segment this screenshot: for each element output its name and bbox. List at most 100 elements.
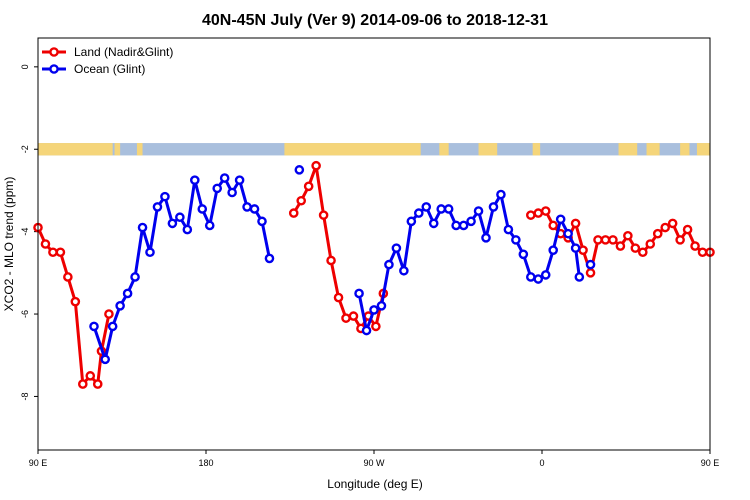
ocean-point	[264, 253, 275, 264]
land-point	[690, 241, 700, 251]
x-tick-label: 90 W	[363, 458, 385, 468]
strip-land-segment	[532, 143, 541, 156]
series-layer	[33, 160, 715, 389]
land-point	[630, 243, 641, 253]
strip-land-segment	[136, 143, 143, 156]
land-point	[667, 218, 678, 229]
ocean-point	[473, 206, 484, 216]
x-tick-label: 180	[198, 458, 213, 468]
axes: 90 E 180 90 W 0 90 E 0 -2 -4 -6 -8	[20, 64, 719, 468]
strip-land-segment	[618, 143, 638, 156]
x-tick-label: 90 E	[29, 458, 48, 468]
ocean-point	[361, 325, 372, 336]
strip-land-segment	[38, 143, 113, 156]
land-point	[585, 268, 596, 278]
ocean-point	[234, 175, 245, 185]
land-point	[570, 218, 581, 229]
ocean-point	[488, 202, 499, 212]
strip-land-segment	[680, 143, 690, 156]
ocean-point	[384, 259, 394, 270]
ocean-point	[122, 288, 133, 299]
ocean-point	[511, 235, 521, 245]
land-point	[63, 272, 73, 282]
legend-ocean-label: Ocean (Glint)	[74, 62, 145, 76]
land-point	[652, 228, 663, 239]
land-point	[526, 210, 536, 220]
ocean-point	[137, 222, 148, 233]
x-tick-label: 90 E	[701, 458, 720, 468]
land-point	[548, 220, 559, 231]
ocean-point	[369, 305, 379, 315]
ocean-point	[481, 233, 491, 243]
land-point	[645, 239, 656, 249]
ocean-point	[242, 202, 252, 212]
ocean-point	[421, 202, 432, 212]
ocean-point	[533, 274, 544, 284]
ocean-point	[555, 214, 566, 225]
ocean-point	[160, 191, 170, 202]
land-point	[348, 311, 359, 321]
ocean-point	[167, 218, 178, 229]
land-point	[623, 230, 633, 241]
land-point	[600, 235, 611, 245]
ocean-point	[466, 216, 476, 227]
ocean-point	[503, 224, 514, 235]
ocean-point	[451, 220, 461, 231]
ocean-point	[227, 187, 237, 198]
land-point	[697, 247, 708, 258]
strip-land-segment	[478, 143, 498, 156]
ocean-point	[548, 245, 559, 255]
ocean-point	[100, 354, 110, 365]
ocean-point	[107, 321, 118, 332]
ocean-point	[152, 202, 163, 212]
land-point	[608, 235, 618, 245]
x-tick-label: 0	[539, 458, 544, 468]
ocean-point	[413, 208, 424, 218]
land-point	[311, 160, 321, 171]
ocean-point	[540, 270, 551, 280]
y-tick-label: 0	[20, 64, 30, 69]
ocean-point	[249, 204, 260, 214]
ocean-point	[257, 216, 267, 227]
ocean-point	[570, 243, 581, 253]
land-point	[578, 245, 588, 255]
ocean-point	[458, 220, 469, 231]
land-point	[675, 235, 685, 245]
ocean-point	[443, 204, 454, 214]
ocean-point	[436, 204, 447, 214]
y-tick-label: -8	[20, 392, 30, 400]
chart-title: 40N-45N July (Ver 9) 2014-09-06 to 2018-…	[202, 12, 548, 29]
land-point	[40, 239, 51, 249]
ocean-point	[406, 216, 417, 227]
legend-land-marker	[49, 47, 59, 57]
strip-land-segment	[439, 143, 449, 156]
land-point	[92, 379, 103, 389]
land-point	[660, 222, 671, 233]
ocean-point	[391, 243, 402, 253]
land-point	[85, 371, 96, 381]
ocean-point	[89, 321, 99, 332]
land-ocean-strip	[38, 143, 710, 156]
y-tick-label: -6	[20, 310, 30, 318]
x-axis-label: Longitude (deg E)	[327, 477, 422, 491]
ocean-point	[376, 300, 387, 311]
strip-land-segment	[696, 143, 710, 156]
ocean-point	[496, 189, 506, 200]
ocean-point	[197, 204, 208, 214]
legend-ocean-marker	[49, 64, 59, 74]
strip-land-segment	[114, 143, 121, 156]
ocean-point	[354, 288, 364, 299]
land-point	[333, 292, 344, 303]
y-axis-label: XCO2 - MLO trend (ppm)	[2, 177, 16, 312]
land-point	[682, 224, 693, 235]
ocean-point	[219, 173, 230, 183]
ocean-point	[518, 249, 529, 260]
ocean-point	[175, 212, 185, 223]
y-tick-label: -2	[20, 145, 30, 153]
ocean-point	[130, 272, 140, 282]
land-point	[341, 313, 351, 323]
land-point	[593, 235, 603, 245]
land-point	[638, 247, 648, 258]
land-point	[288, 208, 299, 218]
ocean-point	[115, 300, 125, 311]
